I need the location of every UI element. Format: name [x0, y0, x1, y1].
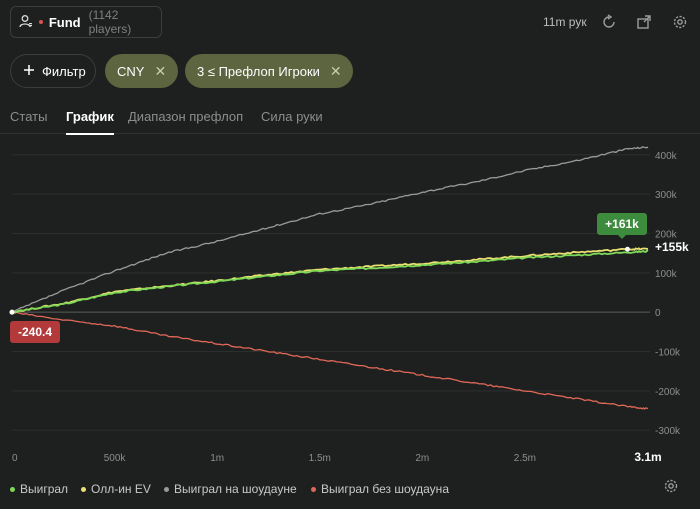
filter-chip-label: CNY: [117, 63, 145, 79]
start-value-badge: [10, 321, 60, 343]
x-tick-label: 0: [12, 453, 18, 464]
export-icon[interactable]: [634, 12, 654, 32]
y-tick-label: 200k: [655, 229, 678, 240]
legend-item-won-showdown[interactable]: Выиграл на шоудауне: [164, 482, 297, 496]
plus-icon: [23, 64, 35, 79]
start-value-label: -240.4: [18, 325, 52, 339]
player-selector[interactable]: Fund (1142 players): [10, 6, 162, 38]
player-count: (1142 players): [88, 8, 132, 36]
hands-count: 11m рук: [543, 15, 587, 29]
filter-bar: Фильтр CNY ✕ 3 ≤ Префлоп Игроки ✕: [0, 54, 700, 90]
filter-chip-preflop-players[interactable]: 3 ≤ Префлоп Игроки ✕: [185, 54, 353, 88]
y-tick-label: -100k: [655, 348, 681, 359]
legend-item-won-no-showdown[interactable]: Выиграл без шоудауна: [311, 482, 449, 496]
end-value-badge-pointer: [618, 235, 626, 239]
legend-label: Выиграл: [20, 482, 69, 496]
chart-legend: Выиграл Олл-ин EV Выиграл на шоудауне Вы…: [0, 478, 700, 500]
y-tick-label: -200k: [655, 387, 681, 398]
y-tick-label: -300k: [655, 426, 681, 437]
top-bar: Fund (1142 players) 11m рук: [0, 0, 700, 46]
x-tick-label: 2m: [415, 453, 429, 464]
legend-item-won[interactable]: Выиграл: [10, 482, 68, 496]
legend-dot: [164, 486, 169, 492]
refresh-icon[interactable]: [599, 12, 619, 32]
end-value-label-ev: +161k: [605, 217, 639, 231]
tab-graph[interactable]: График: [66, 109, 114, 135]
tab-bar: Статы График Диапазон префлоп Сила руки: [0, 104, 700, 135]
series-line: [11, 247, 649, 314]
filter-button-label: Фильтр: [42, 63, 86, 79]
legend-dot: [81, 486, 86, 492]
tab-stats[interactable]: Статы: [10, 109, 48, 124]
winnings-chart: 400k 300k 200k 100k 0 -100k -200k -300k 0 500k 1m 1…: [9, 146, 689, 464]
series-line: [11, 249, 649, 314]
end-value-label-won: +155k: [655, 240, 689, 254]
x-tick-label: 500k: [104, 453, 127, 464]
legend-label: Олл-ин EV: [91, 482, 151, 496]
legend-dot: [10, 486, 15, 492]
filter-chip-label: 3 ≤ Префлоп Игроки: [197, 63, 320, 79]
x-tick-label: 1m: [210, 453, 224, 464]
legend-dot: [311, 486, 316, 492]
start-point: [9, 309, 15, 315]
y-tick-label: 300k: [655, 190, 678, 201]
x-tick-label: 2.5m: [514, 453, 536, 464]
close-icon[interactable]: ✕: [154, 62, 167, 79]
user-icon: [19, 14, 33, 31]
end-point: [624, 246, 630, 252]
gear-icon[interactable]: [670, 12, 690, 32]
series-line: [11, 311, 649, 410]
legend-label: Выиграл на шоудауне: [174, 482, 297, 496]
y-tick-label: 100k: [655, 269, 678, 280]
end-value-badge: [597, 213, 647, 235]
legend-item-allin-ev[interactable]: Олл-ин EV: [81, 482, 151, 496]
legend-label: Выиграл без шоудауна: [321, 482, 449, 496]
filter-chip-currency[interactable]: CNY ✕: [105, 54, 178, 88]
status-dot: [39, 20, 43, 24]
y-tick-label: 400k: [655, 151, 678, 162]
close-icon[interactable]: ✕: [329, 62, 342, 79]
x-tick-label: 3.1m: [634, 450, 661, 464]
series-line: [11, 146, 649, 313]
player-name: Fund: [48, 14, 81, 30]
y-tick-label: 0: [655, 308, 661, 319]
gear-icon[interactable]: [663, 478, 681, 496]
tab-hand-strength[interactable]: Сила руки: [261, 109, 323, 124]
x-tick-label: 1.5m: [309, 453, 331, 464]
filter-button[interactable]: Фильтр: [10, 54, 96, 88]
tab-preflop-range[interactable]: Диапазон префлоп: [128, 109, 244, 124]
